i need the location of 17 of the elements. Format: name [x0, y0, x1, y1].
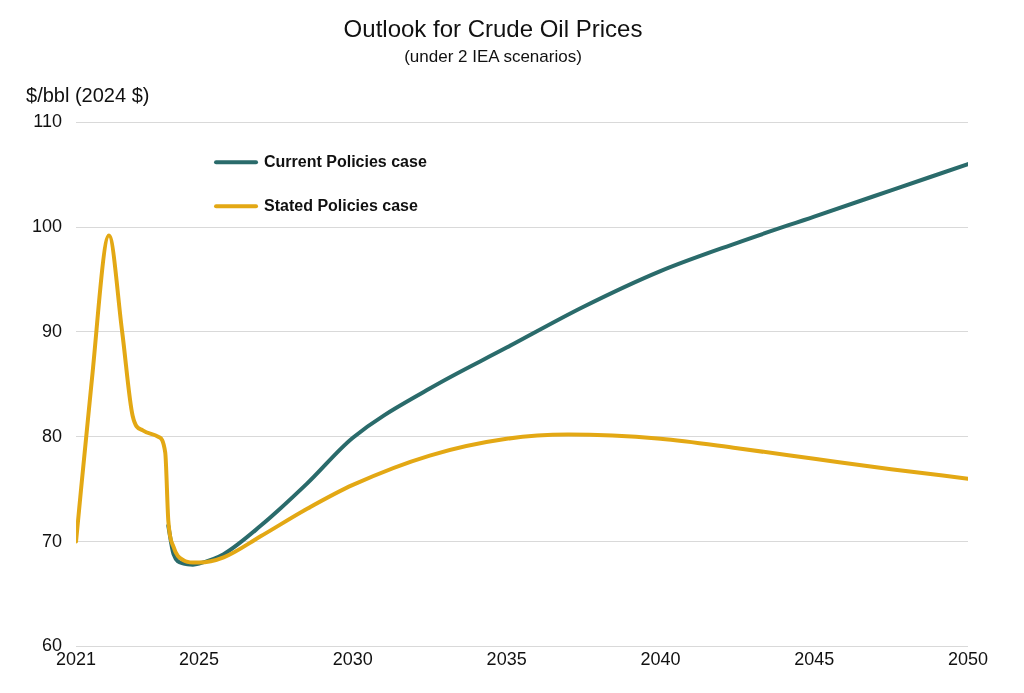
chart-subtitle: (under 2 IEA scenarios) [404, 46, 582, 66]
y-tick-label: 110 [33, 111, 63, 132]
x-tick-label: 2035 [486, 649, 527, 670]
y-axis-title: $/bbl (2024 $) [26, 83, 150, 106]
y-tick-label: 90 [42, 320, 63, 341]
x-tick-label: 2045 [794, 649, 835, 670]
x-tick-label: 2040 [640, 649, 681, 670]
legend-label: Current Policies case [264, 152, 427, 170]
y-tick-label: 100 [31, 216, 63, 237]
y-tick-label: 80 [42, 425, 63, 446]
x-tick-label: 2050 [947, 649, 989, 670]
chart-title: Outlook for Crude Oil Prices [343, 15, 643, 43]
x-tick-label: 2025 [179, 649, 220, 670]
x-tick-label: 2030 [332, 649, 373, 670]
line-series [76, 233, 968, 565]
y-tick-label: 70 [42, 530, 63, 551]
legend-label: Stated Policies case [264, 196, 418, 214]
